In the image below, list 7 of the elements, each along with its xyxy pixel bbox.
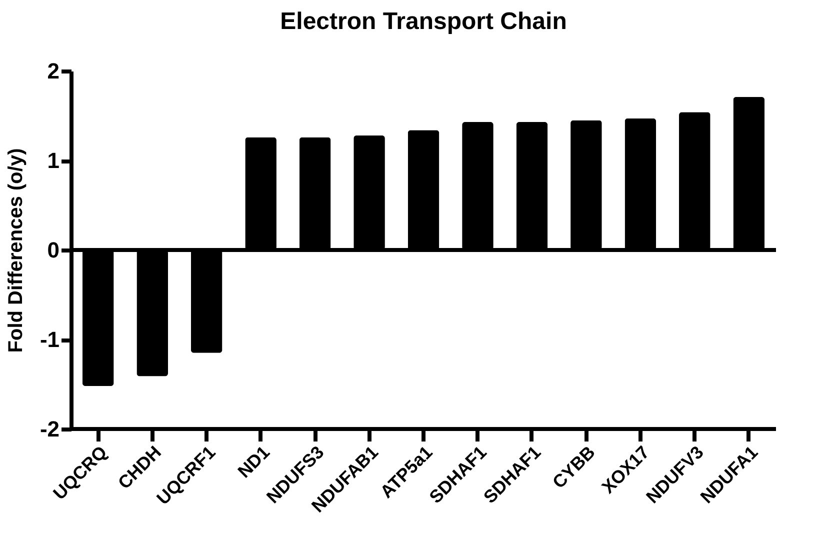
chart-title: Electron Transport Chain [280, 8, 567, 35]
y-axis-title: Fold Differences (o/y) [4, 148, 27, 353]
y-tick-label: -2 [40, 416, 60, 442]
y-tick-label: 1 [47, 148, 60, 173]
y-tick-label: -1 [40, 327, 60, 352]
y-tick-label: 2 [47, 58, 60, 84]
y-tick-label: 0 [47, 238, 60, 262]
